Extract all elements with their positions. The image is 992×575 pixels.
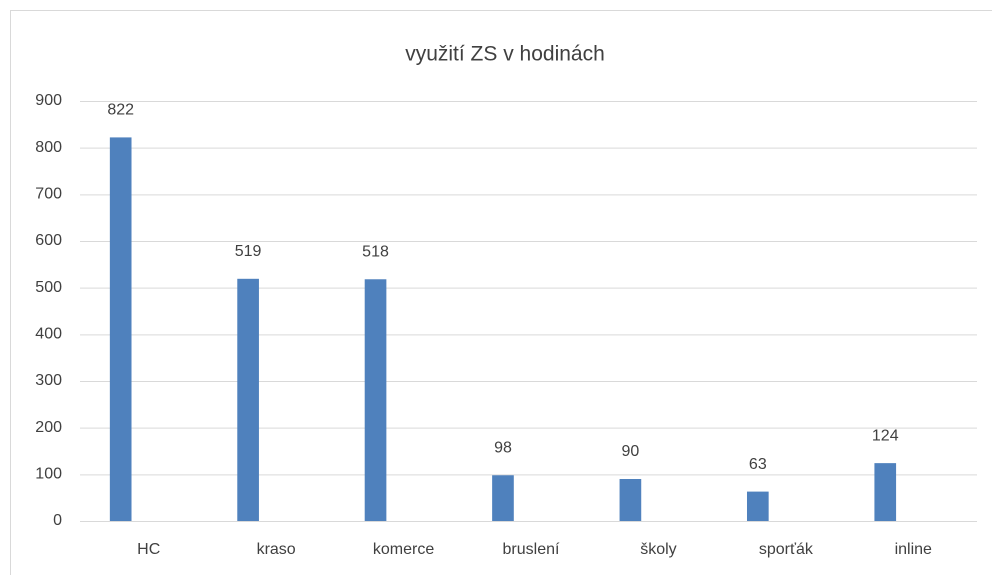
bar xyxy=(874,463,897,521)
data-label: 90 xyxy=(621,443,639,460)
data-label: 518 xyxy=(362,243,389,260)
y-tick-label: 500 xyxy=(35,279,62,296)
y-tick-label: 700 xyxy=(35,186,62,203)
x-tick-label: školy xyxy=(640,541,676,558)
x-tick-label: bruslení xyxy=(503,541,560,558)
y-tick-label: 400 xyxy=(35,326,62,343)
bar xyxy=(364,279,387,521)
x-tick-label: sporťák xyxy=(759,541,814,558)
bar xyxy=(619,479,642,521)
y-tick-label: 800 xyxy=(35,139,62,156)
bar xyxy=(237,278,259,521)
x-tick-label: komerce xyxy=(373,541,434,558)
y-tick-label: 600 xyxy=(35,232,62,249)
data-label: 822 xyxy=(107,102,134,119)
x-tick-label: HC xyxy=(137,541,160,558)
data-label: 98 xyxy=(494,439,512,456)
y-tick-label: 100 xyxy=(35,466,62,483)
data-label: 63 xyxy=(749,456,767,473)
bar xyxy=(109,137,132,521)
y-tick-label: 0 xyxy=(53,512,62,529)
x-tick-label: inline xyxy=(895,541,932,558)
data-label: 519 xyxy=(235,243,262,260)
bar xyxy=(746,491,769,521)
y-tick-label: 200 xyxy=(35,419,62,436)
y-tick-label: 900 xyxy=(35,92,62,109)
bar xyxy=(492,475,514,521)
x-tick-label: kraso xyxy=(257,541,296,558)
chart-title: využití ZS v hodinách xyxy=(405,43,605,66)
data-label: 124 xyxy=(872,427,899,444)
y-tick-label: 300 xyxy=(35,372,62,389)
